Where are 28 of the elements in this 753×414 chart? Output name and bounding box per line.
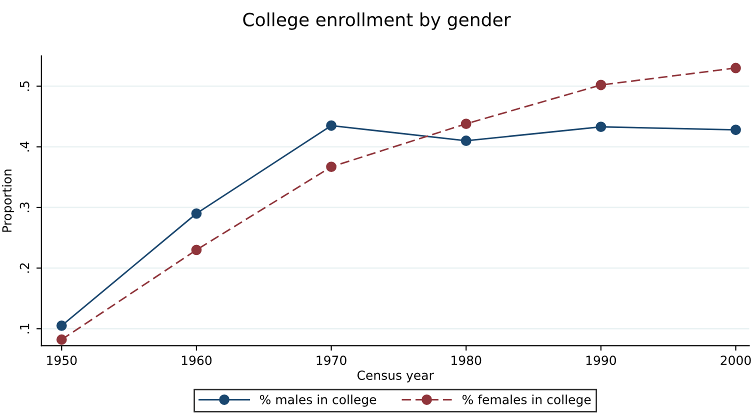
- legend-label: % males in college: [260, 394, 376, 407]
- y-tick-label: .5: [20, 81, 30, 91]
- y-tick-label: .3: [20, 202, 30, 212]
- point: [326, 120, 336, 131]
- point: [191, 244, 202, 256]
- point: [596, 80, 606, 90]
- point: [460, 136, 472, 146]
- x-axis-title: Census year: [357, 370, 434, 382]
- chart-title: College enrollment by gender: [243, 12, 511, 30]
- y-tick-label: .2: [20, 263, 30, 273]
- x-tick-label: 1990: [586, 356, 616, 366]
- point: [730, 62, 741, 74]
- x-tick-label: 2000: [720, 356, 751, 366]
- point: [596, 122, 606, 132]
- y-tick-label: .4: [20, 142, 30, 152]
- x-tick-label: 1960: [182, 356, 212, 366]
- point: [56, 320, 67, 331]
- y-axis-title: Proportion: [2, 170, 14, 232]
- point: [56, 334, 67, 345]
- x-tick-label: 1970: [316, 356, 346, 366]
- x-tick-label: 1980: [452, 356, 482, 366]
- point: [191, 208, 202, 219]
- point: [326, 162, 336, 172]
- x-tick-label: 1950: [47, 356, 77, 366]
- y-tick-label: .1: [20, 324, 30, 334]
- legend-label: % females in college: [462, 394, 591, 407]
- point: [730, 124, 741, 136]
- point: [460, 118, 472, 129]
